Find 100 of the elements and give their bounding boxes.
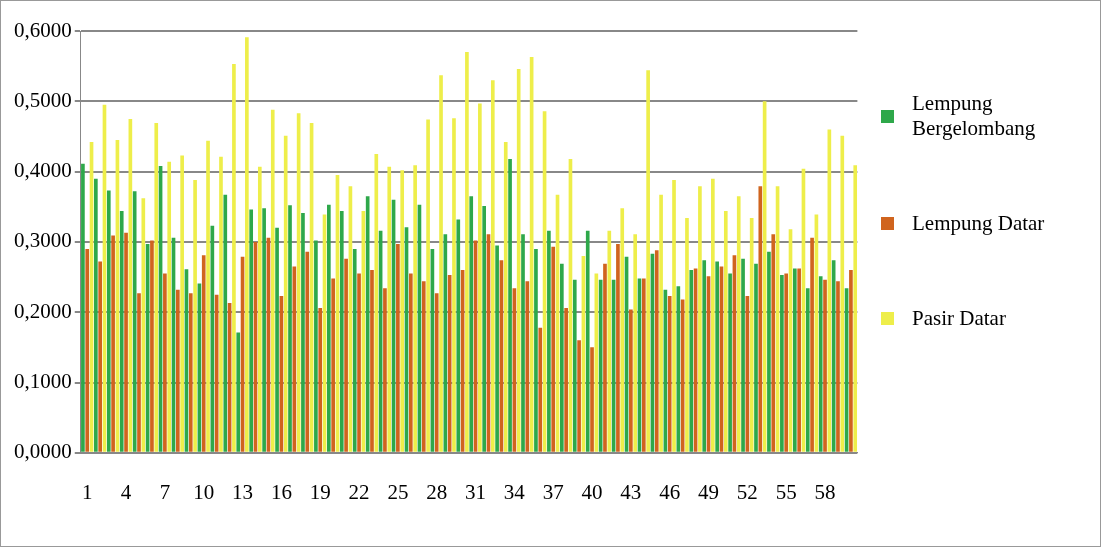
bar [365,196,370,452]
bar [780,274,784,452]
x-tick-label: 10 [193,479,215,504]
y-tick-label: 0,0000 [14,439,72,464]
bar [685,218,689,452]
bar [659,194,663,452]
bar [741,258,745,452]
bar [564,307,568,452]
bar [305,251,310,452]
bar [270,109,275,452]
bar [426,119,430,452]
bar [106,190,111,452]
bar [715,261,719,452]
bar [641,278,646,452]
bar [132,191,137,452]
bar [508,158,512,452]
x-tick-label: 7 [159,479,171,504]
bar [275,227,279,452]
bar [154,123,159,452]
bar [849,270,853,452]
bar [723,210,728,452]
bar [516,68,521,452]
bar [193,180,197,452]
bar [257,166,262,452]
bar [396,244,400,452]
bar [603,263,607,452]
bar [94,178,98,452]
x-tick-label: 4 [120,479,132,504]
bar [219,156,223,452]
x-tick-label: 34 [503,479,526,504]
bar [283,135,288,452]
bar [232,64,236,452]
legend-label: Pasir Datar [912,306,1006,331]
bar [245,37,249,452]
bar [331,278,335,452]
bar [180,155,184,452]
x-tick-label: 16 [270,479,292,504]
x-tick-label: 55 [775,479,797,504]
bar [408,273,413,452]
x-tick-label: 13 [232,479,254,504]
x-tick-label: 37 [542,479,564,504]
bar [370,270,374,452]
bar [836,281,840,452]
bar [124,232,128,452]
bar [111,235,115,452]
bar [547,230,551,452]
bar [590,347,594,452]
x-tick-label: 28 [426,479,448,504]
bar [292,266,297,452]
bar [357,273,361,452]
bar [482,206,486,452]
y-tick-label: 0,6000 [14,17,72,42]
bar [176,289,180,452]
bar [167,161,172,452]
bar [81,163,85,452]
y-tick-label: 0,2000 [14,298,72,323]
bar [206,140,210,452]
bar [387,166,392,452]
bar [469,196,474,452]
bar [736,196,741,452]
bar [434,293,439,452]
bar [119,210,124,452]
bar [201,255,206,452]
y-tick-label: 0,5000 [14,87,72,112]
x-tick-label: 49 [698,479,720,504]
bar [236,332,241,452]
bar [698,186,702,452]
bar [758,186,763,452]
x-tick-label: 25 [387,479,409,504]
bar [344,258,348,452]
bar [577,340,581,452]
x-tick-label: 1 [81,479,93,504]
bar [262,208,266,452]
bar [163,273,167,452]
bar [85,248,90,452]
bar [318,307,323,452]
bar [560,263,564,452]
bar [551,246,556,452]
bar [314,240,318,452]
bar [629,309,633,452]
bar [141,198,146,452]
bar [784,273,789,452]
bar [633,234,638,452]
bar [478,103,482,452]
bar [301,213,305,452]
x-tick-label: 31 [465,479,487,504]
bar [607,230,612,452]
bar [352,248,357,452]
y-tick-label: 0,1000 [14,369,72,394]
bar [771,234,776,452]
x-tick-label: 40 [581,479,603,504]
bar [503,142,508,452]
bar [98,261,102,452]
x-tick-label: 52 [736,479,758,504]
bar [792,268,797,452]
x-tick-label: 46 [659,479,681,504]
bar [754,263,758,452]
bar [439,75,443,452]
bar [728,273,732,452]
bar [456,219,461,452]
